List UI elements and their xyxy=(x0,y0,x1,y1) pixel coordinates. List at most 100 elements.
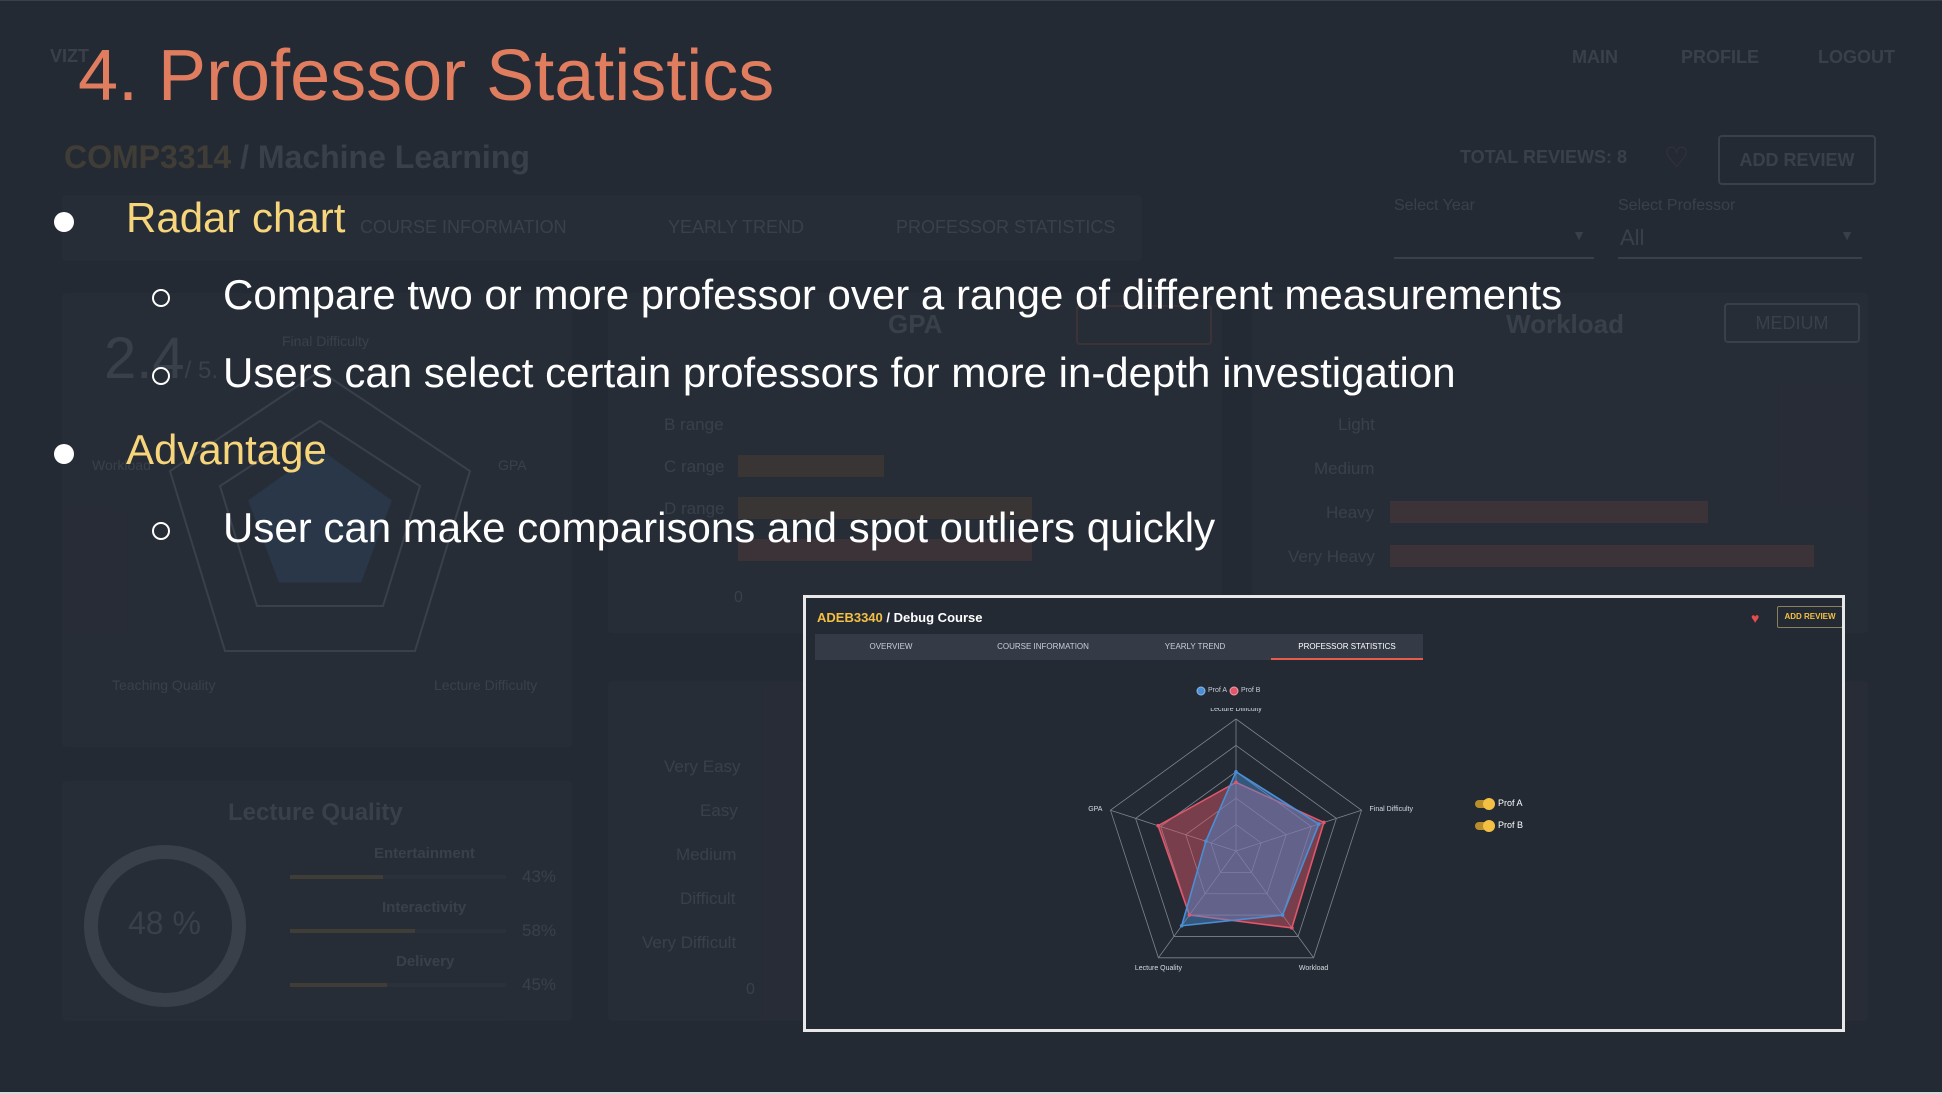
radar-spoke xyxy=(1235,809,1362,852)
gpa-bar-d xyxy=(738,497,1032,519)
radar-spoke xyxy=(1235,850,1314,959)
screenshot-course-name: Debug Course xyxy=(893,610,983,625)
toggle-prof-b[interactable] xyxy=(1475,820,1495,832)
nav-main[interactable]: MAIN xyxy=(1572,47,1618,67)
lecture-quality-donut xyxy=(84,845,246,1007)
lecture-quality-percent: 48 % xyxy=(128,905,201,941)
lq-label-entertainment: Entertainment xyxy=(374,845,475,862)
nav-logout[interactable]: LOGOUT xyxy=(1818,47,1895,67)
legend-label-prof-b[interactable]: Prof B xyxy=(1241,687,1261,694)
screenshot-course-heading: ADEB3340 / Debug Course xyxy=(817,610,983,625)
radar-point xyxy=(1290,926,1294,930)
gpa-bar-e xyxy=(738,539,1032,561)
bullet-radar-chart: Radar chart xyxy=(126,194,346,241)
course-code: COMP3314 xyxy=(64,139,232,175)
legend-swatch-prof-a[interactable] xyxy=(1196,686,1206,696)
toggle-label-prof-a: Prof A xyxy=(1498,798,1523,808)
bullet-dot xyxy=(54,212,74,232)
select-professor-label: Select Professor xyxy=(1618,197,1736,214)
chevron-down-icon: ▼ xyxy=(1572,227,1586,243)
radar-point xyxy=(1234,780,1238,785)
tab-professor-statistics[interactable]: PROFESSOR STATISTICS xyxy=(1271,634,1423,660)
radar-axis-label: Lecture Difficulty xyxy=(1210,708,1262,713)
tab-course-information[interactable]: COURSE INFORMATION xyxy=(360,217,567,237)
course-heading: COMP3314 / Machine Learning xyxy=(64,139,530,175)
heart-icon[interactable]: ♥ xyxy=(1751,610,1760,626)
add-review-button[interactable]: ADD REVIEW xyxy=(1777,606,1842,628)
radar-point xyxy=(1204,839,1208,844)
diff-cat-easy: Easy xyxy=(700,801,738,820)
overall-score: 2.4/ 5. xyxy=(104,326,218,391)
radar-grid-ring xyxy=(1109,718,1363,959)
sub-bullet-compare: Compare two or more professor over a ran… xyxy=(223,271,1563,318)
sub-bullet-outliers: User can make comparisons and spot outli… xyxy=(223,504,1216,551)
select-year-label: Select Year xyxy=(1394,197,1475,214)
screenshot-tab-bar: OVERVIEW COURSE INFORMATION YEARLY TREND… xyxy=(815,634,1423,660)
lq-value-delivery: 45% xyxy=(522,975,557,994)
legend-label-prof-a[interactable]: Prof A xyxy=(1208,687,1228,694)
radar-axis-label: Workload xyxy=(1299,965,1329,972)
radar-grid-ring xyxy=(1185,797,1287,895)
lecture-quality-title: Lecture Quality xyxy=(228,799,403,826)
toggle-label-prof-b: Prof B xyxy=(1498,820,1524,830)
sub-bullet-ring xyxy=(152,522,170,540)
diff-axis-zero: 0 xyxy=(746,981,755,998)
radar-point xyxy=(1179,923,1184,928)
lq-label-delivery: Delivery xyxy=(396,953,455,970)
chevron-down-icon: ▼ xyxy=(1840,227,1854,243)
gpa-axis-zero: 0 xyxy=(734,589,743,606)
background-radar xyxy=(168,369,472,652)
nav-profile[interactable]: PROFILE xyxy=(1681,47,1760,67)
lq-value-entertainment: 43% xyxy=(522,867,557,886)
radar-spoke xyxy=(1110,809,1237,852)
radar-label-lecture-difficulty: Lecture Difficulty xyxy=(434,677,538,693)
bullet-dot xyxy=(54,444,74,464)
workload-bar-very-heavy xyxy=(1390,545,1814,567)
lq-value-interactivity: 58% xyxy=(522,921,557,940)
sub-bullet-ring xyxy=(152,289,170,307)
slide-bottom-border xyxy=(0,1092,1942,1094)
lq-track-entertainment xyxy=(290,875,506,879)
sub-bullet-select: Users can select certain professors for … xyxy=(223,349,1456,396)
brand-logo: VIZT xyxy=(50,46,89,66)
tab-professor-statistics[interactable]: PROFESSOR STATISTICS xyxy=(896,217,1116,237)
radar-axis-label: Final Difficulty xyxy=(1370,806,1414,813)
overview-card xyxy=(62,293,572,747)
workload-cat-very-heavy: Very Heavy xyxy=(1288,547,1375,566)
radar-label-workload: Workload xyxy=(92,457,151,473)
radar-label-teaching: Teaching Quality xyxy=(112,677,216,693)
add-review-button[interactable]: ADD REVIEW xyxy=(1718,135,1876,185)
workload-bar-heavy xyxy=(1390,501,1708,523)
tab-course-information[interactable]: COURSE INFORMATION xyxy=(997,642,1089,651)
workload-title: Workload xyxy=(1506,309,1624,339)
select-year[interactable]: ▼ xyxy=(1394,219,1594,259)
toggle-prof-a[interactable] xyxy=(1475,798,1495,810)
radar-axis-label: Lecture Quality xyxy=(1135,965,1183,972)
lq-track-delivery xyxy=(290,983,506,987)
select-professor-value: All xyxy=(1620,225,1645,250)
lq-track-interactivity xyxy=(290,929,506,933)
gpa-cat-b: B range xyxy=(664,415,724,434)
gpa-title: GPA xyxy=(888,309,943,339)
radar-axis-label: GPA xyxy=(1088,806,1103,813)
gpa-cat-d: D range xyxy=(664,499,725,518)
radar-point xyxy=(1322,820,1326,825)
tab-yearly-trend[interactable]: YEARLY TREND xyxy=(668,217,805,237)
legend-swatch-prof-b[interactable] xyxy=(1229,686,1239,696)
radar-point xyxy=(1156,823,1160,828)
tab-overview[interactable]: OVERVIEW xyxy=(869,642,913,651)
sub-bullet-ring xyxy=(152,367,170,385)
radar-point xyxy=(1317,822,1321,826)
lecture-quality-card xyxy=(62,781,572,1021)
select-professor[interactable]: All ▼ xyxy=(1618,219,1862,259)
tab-yearly-trend[interactable]: YEARLY TREND xyxy=(1164,642,1226,651)
diff-cat-difficult: Difficult xyxy=(680,889,736,908)
professor-statistics-screenshot: ADEB3340 / Debug Course ♥ ADD REVIEW OVE… xyxy=(803,595,1845,1032)
radar-point xyxy=(1187,913,1192,917)
gpa-bar-c xyxy=(738,455,884,477)
gpa-badge xyxy=(1076,305,1212,345)
tab-bar xyxy=(62,195,1142,261)
screenshot-course-code: ADEB3340 xyxy=(817,610,883,625)
heart-icon[interactable]: ♡ xyxy=(1664,142,1690,173)
